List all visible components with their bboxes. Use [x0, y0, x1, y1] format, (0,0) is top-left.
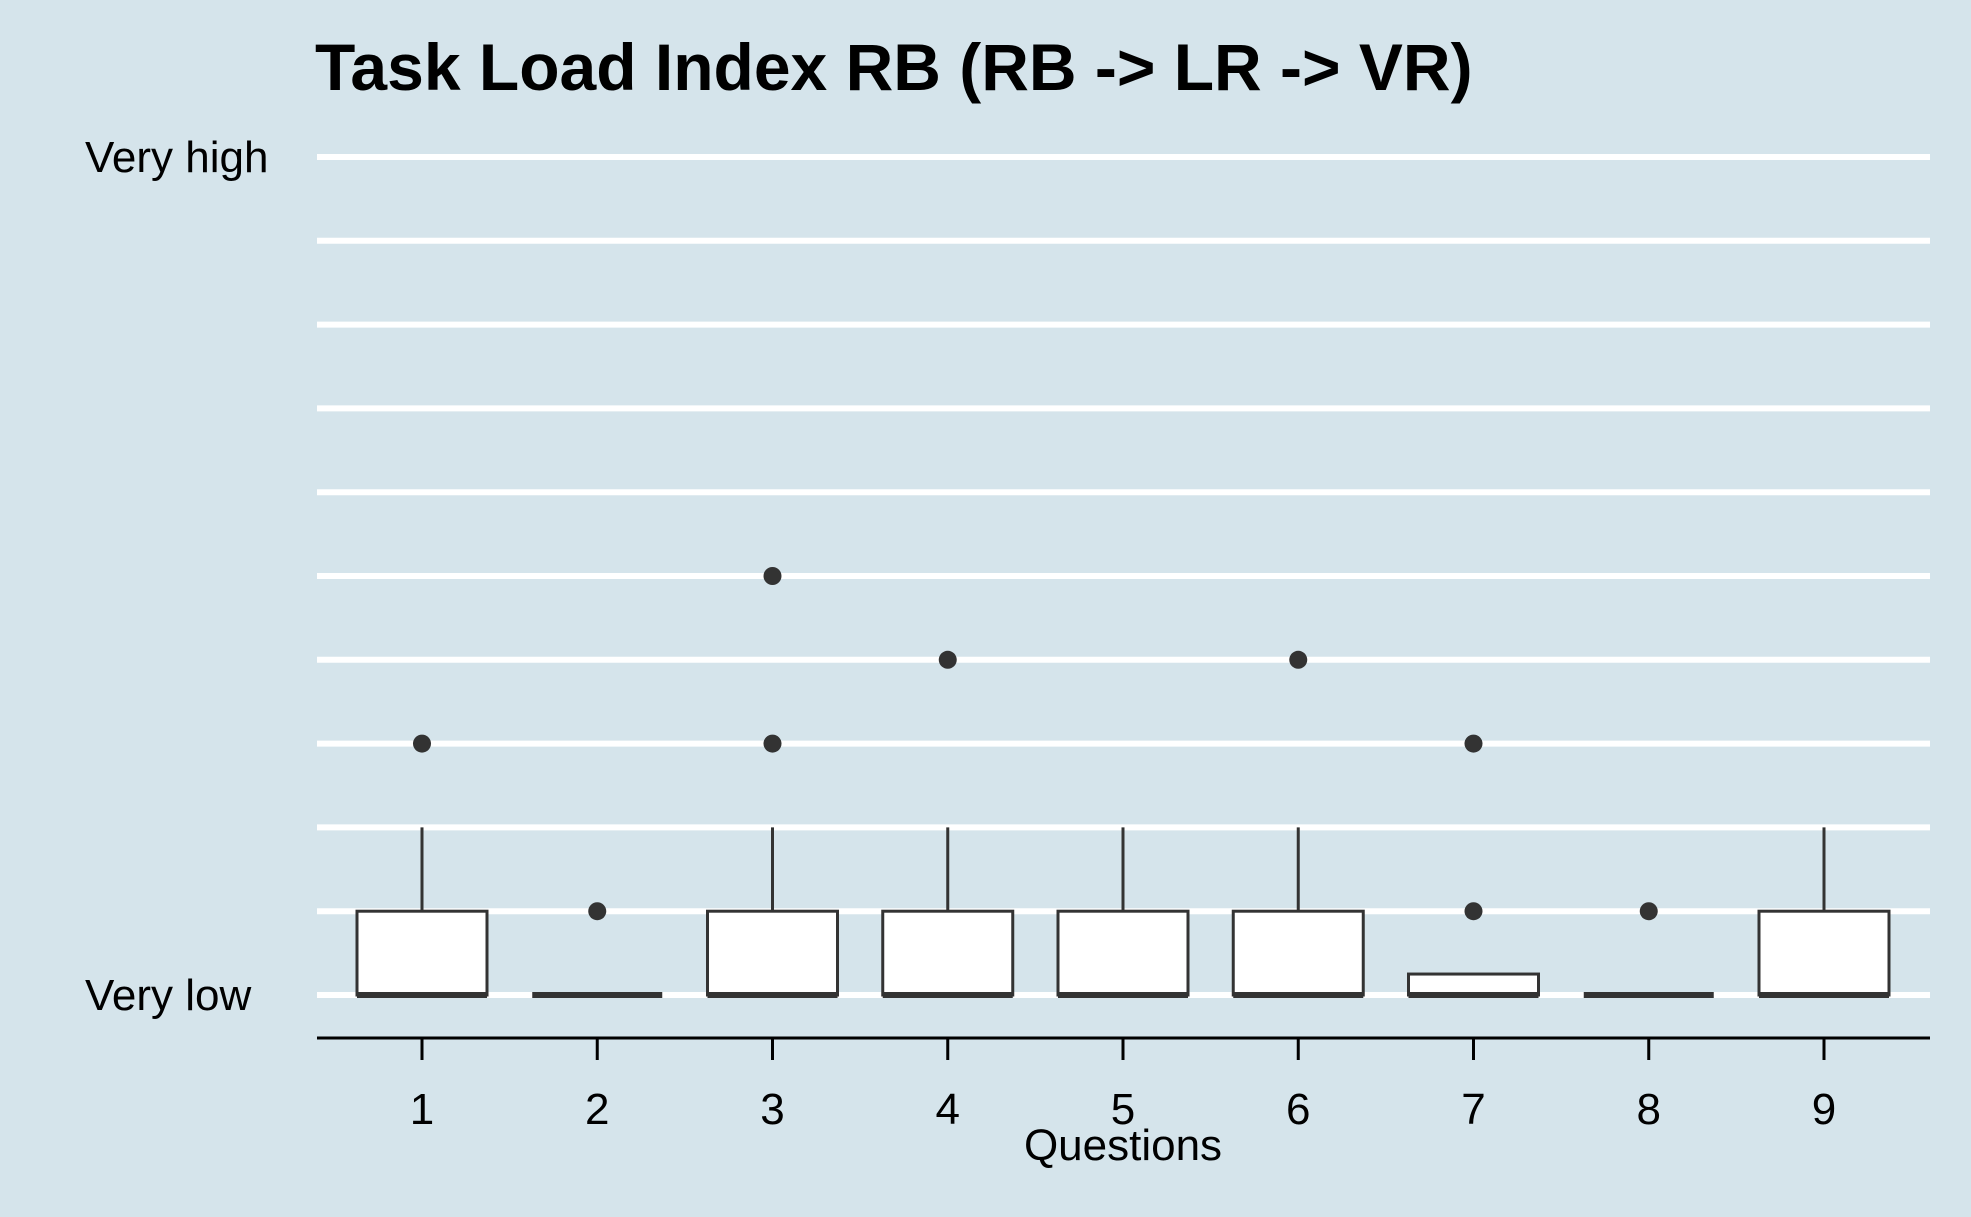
outlier-point [1464, 734, 1483, 753]
box-iqr [1407, 972, 1540, 997]
y-tick-label-high: Very high [85, 133, 268, 182]
x-tick-label: 4 [936, 1085, 960, 1134]
box-iqr [1757, 909, 1891, 997]
chart-title: Task Load Index RB (RB -> LR -> VR) [315, 30, 1473, 104]
x-tick-label: 6 [1286, 1085, 1310, 1134]
x-tick-label: 9 [1812, 1085, 1836, 1134]
x-tick-label: 2 [585, 1085, 609, 1134]
box-iqr [881, 909, 1015, 997]
x-axis-label: Questions [1024, 1121, 1222, 1170]
x-tick-label: 3 [760, 1085, 784, 1134]
box-q6 [1231, 650, 1365, 998]
y-tick-label-low: Very low [85, 971, 252, 1020]
x-tick-label: 7 [1461, 1085, 1485, 1134]
box-iqr [1056, 909, 1190, 997]
grid-lines [317, 154, 1930, 998]
outlier-point [1464, 902, 1483, 921]
box-q9 [1757, 827, 1891, 998]
outlier-point [588, 902, 607, 921]
x-tick-label: 8 [1637, 1085, 1661, 1134]
x-tick-label: 5 [1111, 1085, 1135, 1134]
box-q7 [1407, 734, 1540, 998]
box-iqr [706, 909, 839, 997]
outlier-point [1289, 650, 1308, 669]
box-q8 [1583, 902, 1714, 998]
box-iqr [1231, 909, 1365, 997]
box-iqr [355, 909, 489, 997]
box-q3 [706, 567, 839, 998]
box-q1 [355, 734, 489, 998]
outlier-point [763, 567, 782, 585]
outlier-point [763, 734, 782, 753]
outlier-point [413, 734, 431, 753]
x-ticks: 1 2 3 4 5 6 7 8 9 [410, 1038, 1836, 1134]
outlier-point [938, 650, 957, 669]
box-q4 [881, 650, 1015, 998]
x-tick-label: 1 [410, 1085, 434, 1134]
boxes [355, 567, 1891, 998]
box-q5 [1056, 827, 1190, 998]
outlier-point [1639, 902, 1658, 921]
box-q2 [532, 902, 663, 998]
